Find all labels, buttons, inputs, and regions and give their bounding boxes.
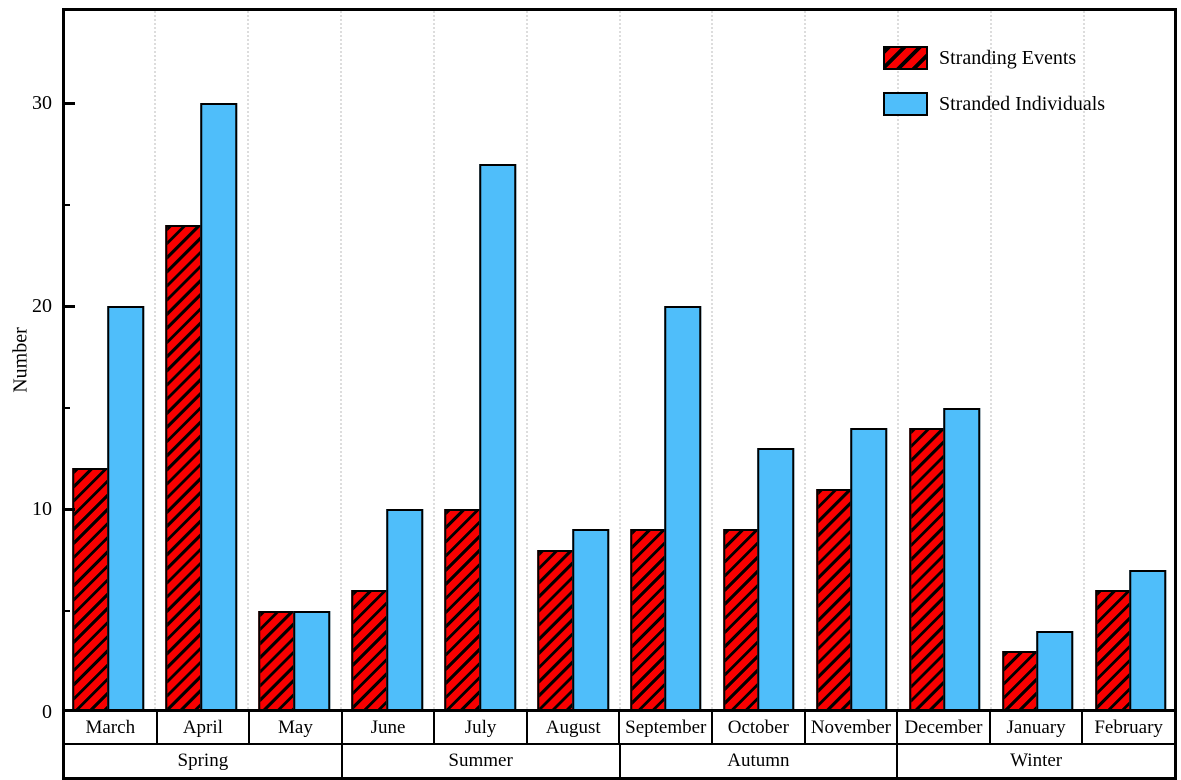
bar-stranding-events-april — [165, 224, 203, 712]
bar-stranded-individuals-november — [850, 427, 888, 712]
y-tick-label: 20 — [32, 295, 52, 317]
month-cell-july: July — [435, 712, 528, 743]
bar-stranded-individuals-january — [1036, 630, 1074, 712]
plot-area — [62, 8, 1177, 712]
y-axis-minor-tick — [62, 406, 70, 409]
bar-stranding-events-september — [630, 529, 668, 712]
bar-group-june — [351, 509, 423, 712]
legend-item-stranded-individuals: Stranded Individuals — [883, 92, 1105, 116]
month-gridline — [525, 8, 528, 712]
month-cell-october: October — [713, 712, 806, 743]
y-axis-major-tick — [62, 304, 75, 308]
legend-item-stranding-events: Stranding Events — [883, 46, 1105, 70]
y-tick-label: 30 — [32, 92, 52, 114]
month-gridline — [804, 8, 807, 712]
legend: Stranding Events Stranded Individuals — [883, 46, 1105, 116]
bar-stranding-events-november — [816, 488, 854, 712]
month-cell-december: December — [898, 712, 991, 743]
season-cell-winter: Winter — [1010, 750, 1063, 771]
month-cell-november: November — [806, 712, 899, 743]
bar-stranded-individuals-june — [385, 509, 423, 712]
month-gridline — [618, 8, 621, 712]
x-axis-table: March April May June July August September Octo… — [62, 712, 1177, 780]
seasons-row: Spring Summer Autumn Winter — [65, 745, 1174, 777]
legend-swatch-stranding-events — [883, 46, 928, 70]
month-gridline — [432, 8, 435, 712]
month-gridline — [339, 8, 342, 712]
bar-stranding-events-january — [1001, 651, 1039, 712]
bar-stranded-individuals-february — [1129, 569, 1167, 712]
month-cell-february: February — [1094, 716, 1163, 738]
legend-swatch-stranded-individuals — [883, 92, 928, 116]
bar-group-march — [72, 306, 145, 712]
month-cell-january: January — [991, 712, 1084, 743]
bar-stranding-events-december — [908, 427, 946, 712]
bar-stranding-events-july — [444, 509, 482, 712]
month-cell-may: May — [250, 712, 343, 743]
bar-stranding-events-october — [723, 529, 761, 712]
bar-group-september — [630, 306, 702, 712]
bar-stranded-individuals-may — [293, 610, 331, 712]
month-gridline — [711, 8, 714, 712]
bar-stranded-individuals-october — [757, 448, 795, 712]
bar-stranding-events-may — [258, 610, 296, 712]
bar-stranded-individuals-december — [943, 407, 981, 712]
bar-stranded-individuals-august — [571, 529, 609, 712]
bar-stranding-events-february — [1094, 590, 1132, 712]
month-cell-june: June — [343, 712, 436, 743]
y-axis-minor-tick — [62, 609, 70, 612]
bar-stranded-individuals-september — [664, 306, 702, 712]
month-gridline — [990, 8, 993, 712]
y-axis-minor-tick — [62, 203, 70, 206]
bar-stranding-events-august — [537, 549, 575, 712]
legend-label-stranding-events: Stranding Events — [939, 46, 1077, 69]
y-axis-major-tick — [62, 101, 75, 105]
y-axis-title: Number — [9, 327, 32, 393]
bar-group-august — [537, 529, 609, 712]
months-row: March April May June July August September Octo… — [65, 712, 1174, 745]
y-tick-label: 0 — [42, 701, 52, 723]
month-gridline — [153, 8, 156, 712]
month-gridline — [897, 8, 900, 712]
bar-group-july — [444, 163, 516, 712]
bar-group-january — [1001, 630, 1074, 712]
bar-group-december — [908, 407, 981, 712]
bar-group-november — [816, 427, 888, 712]
bar-stranded-individuals-july — [478, 163, 516, 712]
month-cell-september: September — [620, 712, 714, 743]
month-gridline — [1083, 8, 1086, 712]
bar-stranded-individuals-march — [107, 306, 145, 712]
bar-group-april — [165, 103, 238, 712]
season-cell-spring: Spring — [65, 745, 343, 777]
month-gridline — [246, 8, 249, 712]
month-cell-april: April — [158, 712, 251, 743]
season-cell-summer: Summer — [343, 745, 621, 777]
bar-stranded-individuals-april — [200, 103, 238, 712]
month-cell-march: March — [65, 712, 158, 743]
bar-group-october — [723, 448, 795, 712]
bar-stranding-events-june — [351, 590, 389, 712]
bar-group-may — [258, 610, 331, 712]
legend-label-stranded-individuals: Stranded Individuals — [939, 92, 1106, 115]
y-tick-label: 10 — [32, 498, 52, 520]
bar-stranding-events-march — [72, 468, 110, 712]
y-axis-major-tick — [62, 507, 75, 511]
bar-group-february — [1094, 569, 1167, 712]
month-cell-august: August — [528, 712, 621, 743]
season-cell-autumn: Autumn — [621, 745, 899, 777]
